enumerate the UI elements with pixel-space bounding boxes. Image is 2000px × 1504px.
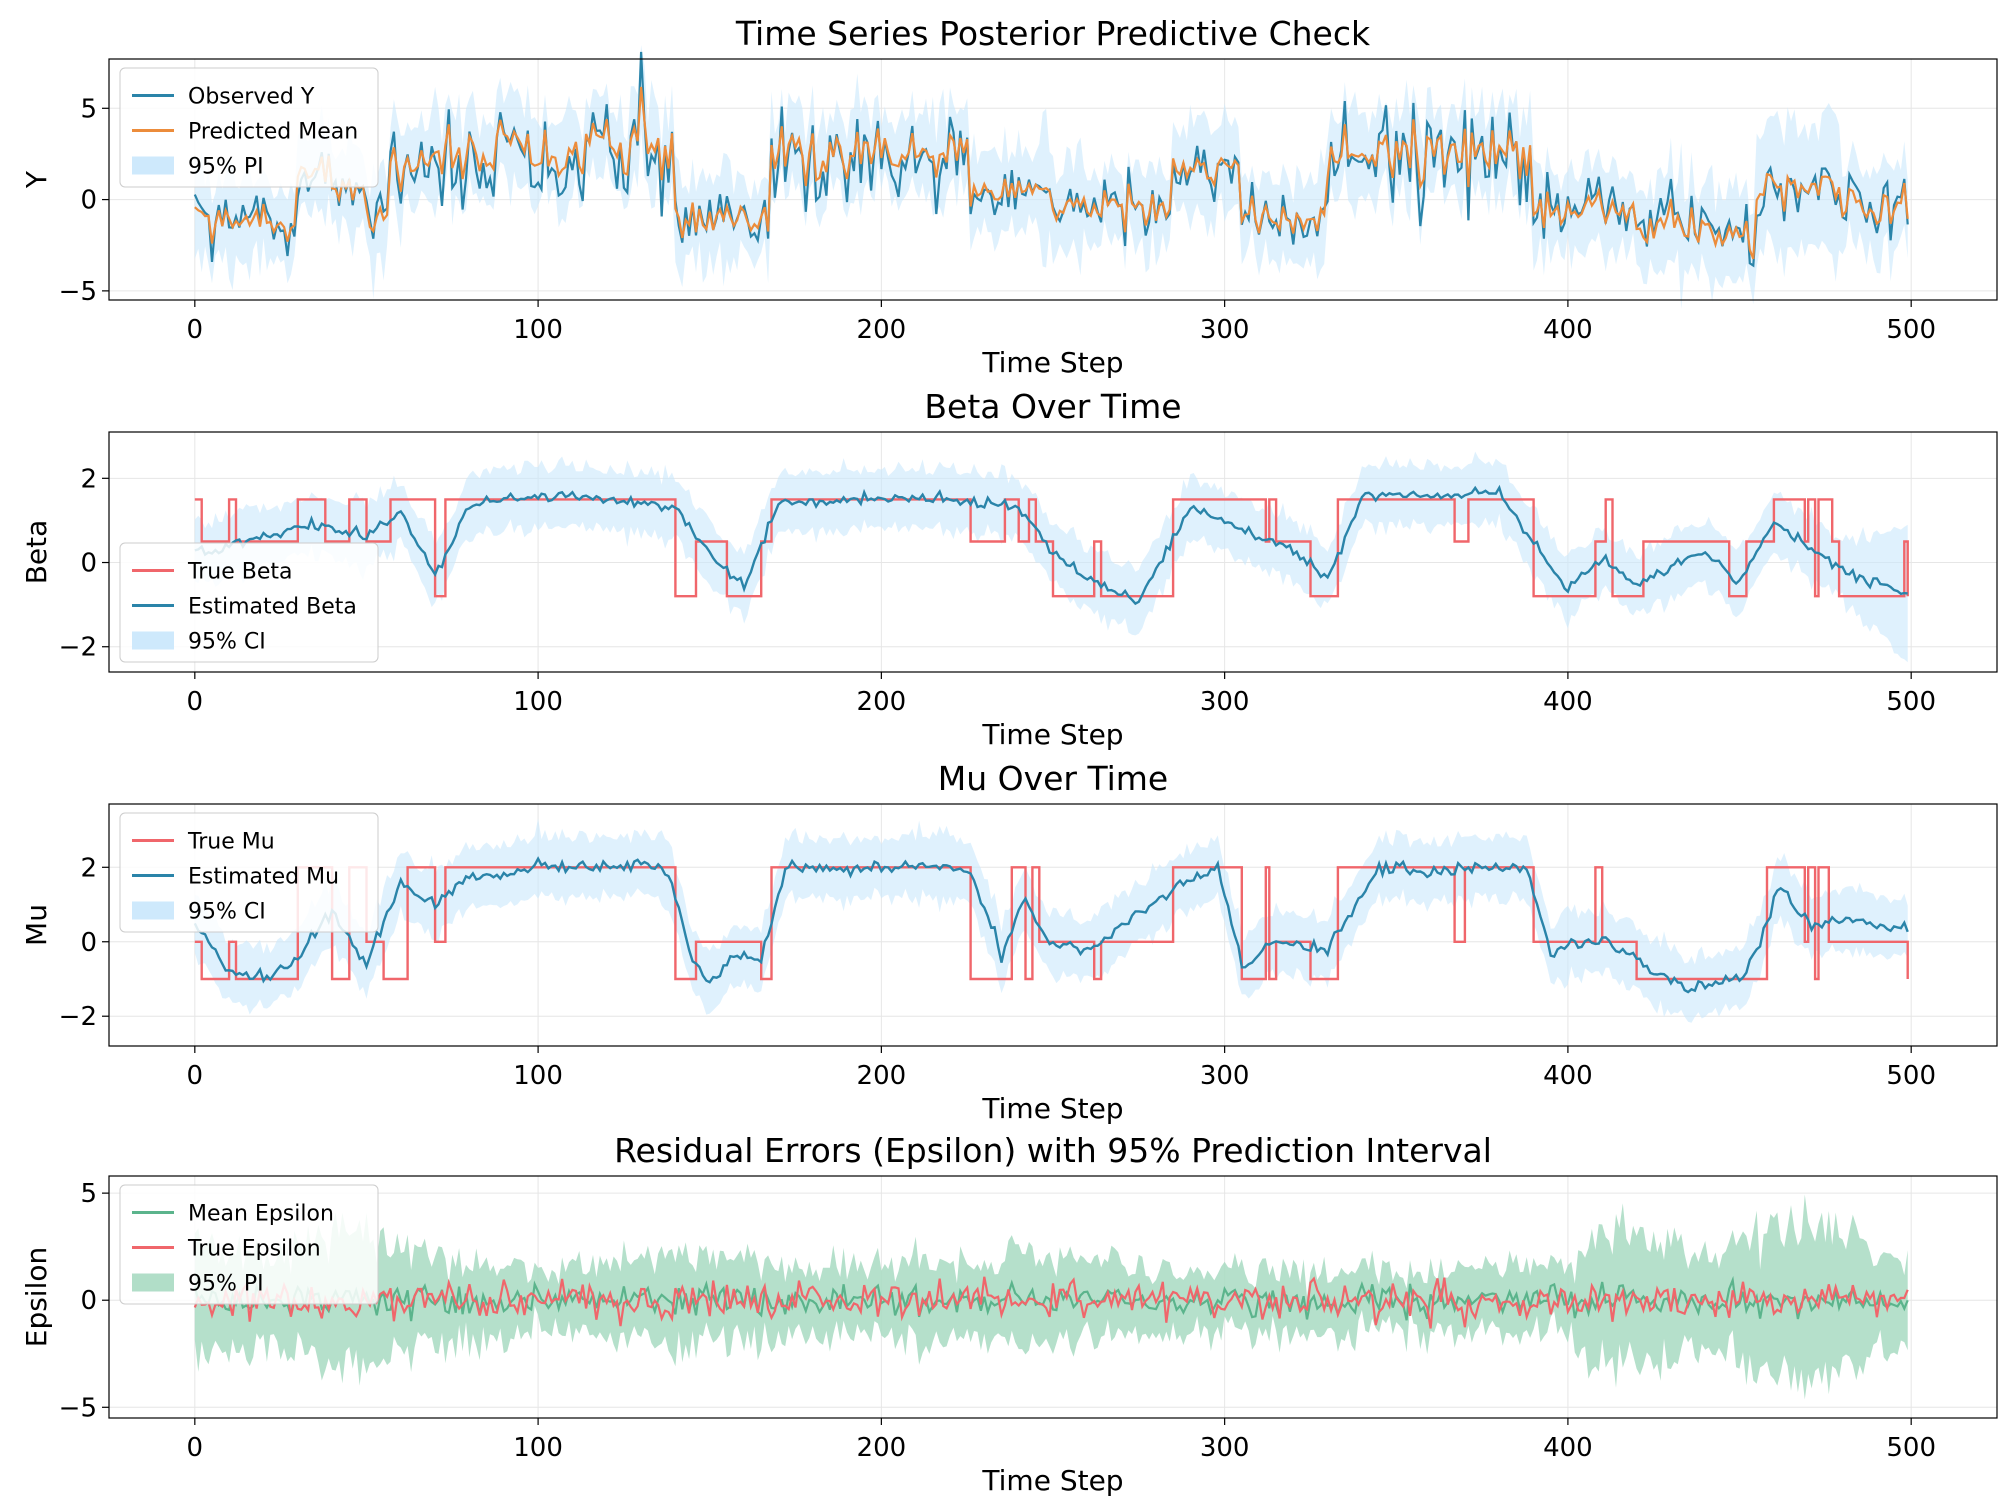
x-tick-label: 200 bbox=[857, 315, 907, 345]
legend-swatch bbox=[132, 631, 174, 650]
y-tick-label: 5 bbox=[80, 1179, 97, 1209]
legend-swatch bbox=[132, 156, 174, 175]
y-tick-label: −2 bbox=[59, 633, 97, 663]
plot-frame bbox=[108, 431, 1998, 673]
estimated-mu-line bbox=[193, 856, 1909, 994]
x-tick-label: 500 bbox=[1886, 1433, 1936, 1463]
y-tick-label: 2 bbox=[80, 853, 97, 883]
x-tick-label: 400 bbox=[1543, 1061, 1593, 1091]
y-tick-label: 0 bbox=[80, 1286, 97, 1316]
x-tick-label: 400 bbox=[1543, 687, 1593, 717]
true-beta-line bbox=[194, 498, 1909, 598]
y-axis-label: Epsilon bbox=[20, 1247, 53, 1348]
panel-2: 0 100 200 300 400 500 −2 0 2 Beta Over Time Time S… bbox=[20, 387, 1998, 751]
plot-frame bbox=[108, 1175, 1998, 1419]
x-tick-label: 500 bbox=[1886, 1061, 1936, 1091]
x-tick-label: 100 bbox=[513, 1061, 563, 1091]
y-tick-label: −5 bbox=[59, 277, 97, 307]
x-tick-label: 400 bbox=[1543, 315, 1593, 345]
ci-band bbox=[194, 451, 1908, 663]
estimated-beta-line bbox=[194, 484, 1908, 606]
legend-swatch bbox=[132, 1273, 174, 1292]
x-tick-label: 400 bbox=[1543, 1433, 1593, 1463]
legend: True Beta Estimated Beta 95% CI bbox=[119, 542, 379, 663]
y-tick-label: 5 bbox=[80, 94, 97, 124]
x-axis-label: Time Step bbox=[981, 1464, 1123, 1497]
legend-box bbox=[119, 67, 379, 188]
panel-4: 0 100 200 300 400 500 −5 0 5 Residual Errors (Eps… bbox=[20, 1131, 1998, 1497]
y-tick-label: 2 bbox=[80, 464, 97, 494]
x-tick-label: 0 bbox=[187, 687, 204, 717]
x-tick-label: 300 bbox=[1200, 315, 1250, 345]
legend-box bbox=[119, 812, 379, 933]
legend-box bbox=[119, 542, 379, 663]
y-tick-label: 0 bbox=[80, 928, 97, 958]
legend-label: Observed Y bbox=[188, 85, 315, 110]
panel-1: 0 100 200 300 400 500 −5 0 5 Time Series Posterio… bbox=[20, 14, 1998, 379]
legend-label: 95% PI bbox=[188, 1272, 264, 1297]
x-axis-label: Time Step bbox=[981, 1092, 1123, 1125]
legend-label: Estimated Mu bbox=[188, 865, 339, 890]
chart-title: Mu Over Time bbox=[938, 759, 1169, 798]
y-axis-label: Beta bbox=[20, 520, 53, 585]
legend-box bbox=[119, 1184, 379, 1305]
ci-band bbox=[194, 818, 1908, 1023]
y-axis-label: Mu bbox=[20, 904, 53, 946]
x-tick-label: 200 bbox=[857, 1061, 907, 1091]
predicted-mean-line bbox=[194, 86, 1909, 260]
x-tick-label: 0 bbox=[187, 1061, 204, 1091]
legend-label: Estimated Beta bbox=[188, 595, 357, 620]
legend-label: Mean Epsilon bbox=[188, 1202, 334, 1227]
legend-label: True Epsilon bbox=[187, 1237, 321, 1262]
x-tick-label: 500 bbox=[1886, 315, 1936, 345]
legend-label: True Mu bbox=[187, 830, 275, 855]
legend-label: Predicted Mean bbox=[188, 120, 358, 145]
x-tick-label: 100 bbox=[513, 315, 563, 345]
x-tick-label: 300 bbox=[1200, 687, 1250, 717]
x-tick-label: 0 bbox=[187, 1433, 204, 1463]
legend: Mean Epsilon True Epsilon 95% PI bbox=[119, 1184, 379, 1305]
legend: True Mu Estimated Mu 95% CI bbox=[119, 812, 379, 933]
x-tick-label: 100 bbox=[513, 687, 563, 717]
x-tick-label: 300 bbox=[1200, 1061, 1250, 1091]
x-tick-label: 300 bbox=[1200, 1433, 1250, 1463]
y-axis-label: Y bbox=[20, 170, 53, 189]
x-tick-label: 500 bbox=[1886, 687, 1936, 717]
x-tick-label: 0 bbox=[187, 315, 204, 345]
plot-frame bbox=[108, 803, 1998, 1047]
x-tick-label: 100 bbox=[513, 1433, 563, 1463]
chart-title: Time Series Posterior Predictive Check bbox=[735, 14, 1371, 53]
x-tick-label: 200 bbox=[857, 687, 907, 717]
x-tick-label: 200 bbox=[857, 1433, 907, 1463]
plot-frame bbox=[108, 58, 1998, 301]
y-tick-label: −5 bbox=[59, 1393, 97, 1423]
legend-label: 95% PI bbox=[188, 155, 264, 180]
x-axis-label: Time Step bbox=[981, 346, 1123, 379]
true-epsilon-line bbox=[193, 1276, 1909, 1329]
legend-label: 95% CI bbox=[188, 900, 266, 925]
pi-band bbox=[194, 45, 1908, 309]
chart-title: Residual Errors (Epsilon) with 95% Predi… bbox=[614, 1131, 1492, 1170]
legend-label: True Beta bbox=[187, 560, 292, 585]
y-tick-label: 0 bbox=[80, 186, 97, 216]
legend-swatch bbox=[132, 901, 174, 920]
chart-title: Beta Over Time bbox=[924, 387, 1181, 426]
x-axis-label: Time Step bbox=[981, 718, 1123, 751]
y-tick-label: 0 bbox=[80, 549, 97, 579]
legend-label: 95% CI bbox=[188, 630, 266, 655]
panel-3: 0 100 200 300 400 500 −2 0 2 Mu Over Time Time Ste… bbox=[20, 759, 1998, 1125]
true-mu-line bbox=[194, 866, 1909, 981]
y-tick-label: −2 bbox=[59, 1002, 97, 1032]
legend: Observed Y Predicted Mean 95% PI bbox=[119, 67, 379, 188]
